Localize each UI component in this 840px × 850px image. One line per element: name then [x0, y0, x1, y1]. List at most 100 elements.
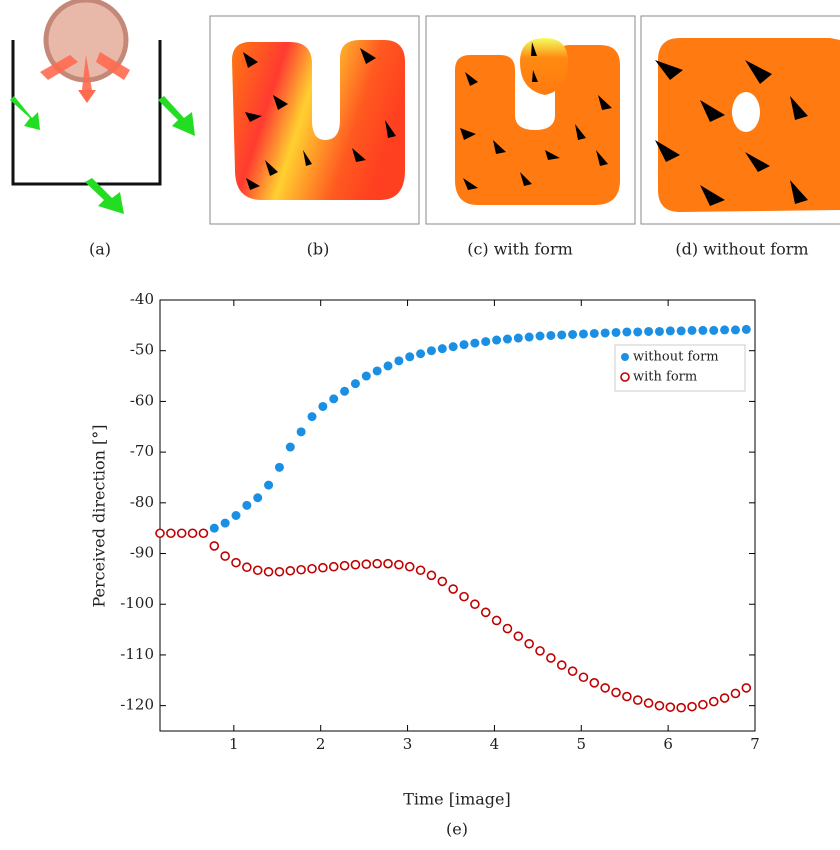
legend-label: without form: [633, 350, 719, 365]
data-point: [698, 325, 708, 335]
data-point: [318, 562, 328, 573]
data-point: [426, 346, 436, 356]
chart-caption: (e): [446, 820, 468, 839]
data-point: [285, 565, 296, 576]
data-point: [350, 559, 361, 570]
data-point: [394, 559, 404, 570]
legend: without form with form: [614, 344, 746, 392]
data-point: [405, 352, 415, 362]
data-point: [470, 338, 480, 348]
x-tick-label: 7: [750, 735, 760, 753]
legend-box: [614, 344, 746, 392]
data-point: [589, 678, 600, 688]
data-point: [546, 330, 556, 340]
data-point: [741, 324, 751, 334]
data-point: [524, 332, 534, 342]
image-d: [640, 15, 840, 225]
data-point: [263, 566, 274, 577]
data-point: [611, 327, 621, 337]
data-point: [470, 599, 480, 610]
data-point: [328, 561, 339, 572]
legend-marker: [621, 353, 629, 361]
data-point: [459, 340, 469, 350]
x-axis-label: Time [image]: [403, 790, 511, 809]
data-point: [492, 335, 502, 345]
data-point: [730, 688, 741, 699]
data-point: [698, 699, 708, 710]
data-point: [198, 528, 209, 539]
data-point: [274, 566, 285, 577]
data-point: [709, 325, 719, 335]
data-point: [676, 326, 686, 336]
data-point: [383, 558, 393, 569]
data-point: [350, 379, 360, 389]
data-point: [415, 565, 426, 576]
data-point: [687, 325, 697, 335]
data-point: [242, 562, 252, 573]
data-point: [220, 518, 230, 528]
legend-marker: [620, 372, 630, 382]
plot-frame: [159, 299, 756, 732]
data-point: [546, 653, 556, 663]
data-point: [231, 557, 241, 568]
data-point: [426, 570, 437, 581]
data-point: [567, 666, 578, 676]
data-point: [654, 700, 665, 711]
data-point: [318, 401, 328, 411]
y-tick-label: -50: [130, 341, 154, 359]
data-point: [513, 631, 524, 641]
data-point: [155, 528, 165, 539]
data-point: [556, 660, 567, 670]
data-point: [644, 326, 654, 336]
data-point: [231, 511, 241, 520]
data-point: [166, 528, 176, 539]
data-point: [372, 558, 382, 569]
y-tick-label: -40: [130, 290, 154, 308]
data-point: [611, 687, 621, 698]
data-point: [578, 329, 588, 339]
plot: -40 -50 -60 -70 -80 -90 -100 -110 -120 1 2 3 4 5 6 7 wit…: [120, 290, 759, 753]
data-point: [274, 462, 284, 472]
data-point: [633, 327, 643, 337]
data-point: [459, 591, 469, 602]
data-point: [568, 329, 578, 339]
data-point: [481, 337, 491, 347]
data-point: [535, 331, 545, 341]
data-point: [176, 528, 187, 539]
x-tick-label: 3: [403, 735, 413, 753]
x-tick-label: 4: [490, 735, 500, 753]
panel-caption: (d) without form: [675, 240, 808, 259]
data-point: [372, 366, 382, 376]
y-tick-label: -110: [120, 645, 154, 663]
panel-caption: (c) with form: [467, 240, 573, 259]
image-b: [209, 15, 420, 225]
data-point: [720, 325, 730, 335]
data-point: [632, 695, 643, 705]
x-tick-label: 5: [577, 735, 587, 753]
data-point: [600, 683, 610, 693]
data-point: [600, 328, 610, 338]
data-point: [730, 325, 740, 335]
data-point: [329, 394, 339, 404]
data-point: [209, 541, 220, 551]
x-tick-label: 1: [229, 735, 239, 753]
diagram-a: [10, 0, 195, 214]
data-point: [416, 349, 426, 359]
data-point: [340, 386, 350, 396]
data-point: [187, 528, 198, 539]
data-point: [383, 361, 393, 371]
data-point: [676, 702, 686, 713]
y-tick-label: -120: [120, 696, 154, 714]
data-point: [502, 623, 513, 634]
data-point: [535, 646, 545, 656]
data-point: [361, 371, 371, 381]
data-point: [296, 427, 306, 437]
data-point: [524, 638, 534, 649]
image-c: [425, 15, 636, 225]
data-point: [220, 551, 230, 561]
data-point: [296, 564, 306, 575]
data-point: [448, 342, 458, 352]
data-point: [589, 328, 599, 338]
data-point: [448, 584, 458, 594]
